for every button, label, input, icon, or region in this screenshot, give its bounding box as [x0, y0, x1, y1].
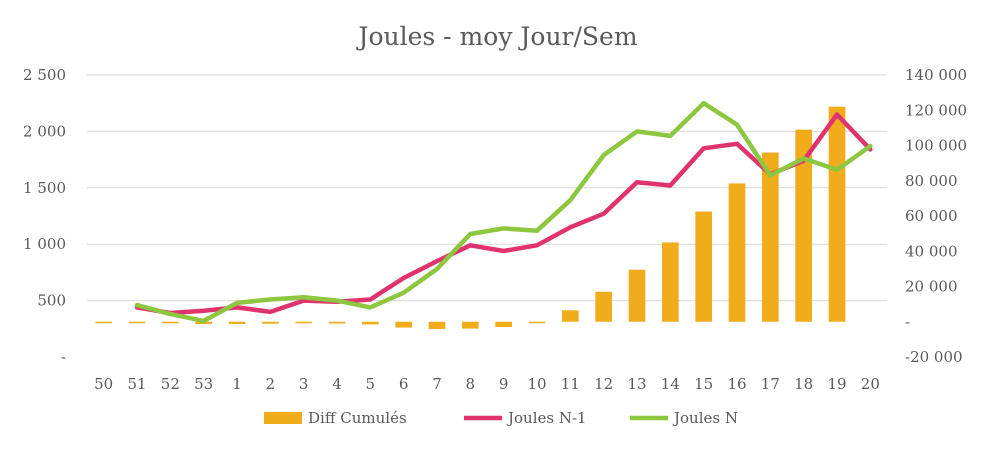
bar [395, 321, 412, 328]
bar [495, 321, 512, 328]
bar [128, 321, 146, 324]
bar [628, 269, 646, 322]
bar [828, 106, 846, 322]
left-tick-label: 2 000 [23, 122, 66, 140]
right-tick-label: - [905, 313, 910, 331]
x-tick-label: 9 [499, 375, 509, 393]
bar [695, 211, 712, 322]
x-tick-label: 12 [594, 375, 613, 393]
legend-marker [264, 412, 302, 424]
legend-label: Joules N-1 [506, 409, 587, 427]
left-tick-label: 1 500 [23, 179, 66, 197]
left-axis: - 500 1 000 1 500 2 000 2 500 [23, 66, 66, 366]
x-tick-label: 2 [266, 375, 276, 393]
bar [528, 321, 546, 324]
bar [262, 321, 279, 324]
x-tick-label: 11 [561, 375, 580, 393]
x-tick-label: 18 [794, 375, 813, 393]
right-tick-label: 40 000 [905, 242, 958, 260]
x-tick-label: 10 [527, 375, 546, 393]
bar [428, 321, 446, 329]
legend-label: Joules N [672, 409, 738, 427]
x-axis: 50 51 52 53 1 2 3 4 5 6 7 8 9 10 11 12 13 14 15 16 17 18 19 20 [94, 375, 880, 393]
x-tick-label: 51 [127, 375, 146, 393]
right-tick-label: 100 000 [905, 137, 967, 155]
x-tick-label: 7 [432, 375, 442, 393]
left-tick-label: 500 [37, 292, 66, 310]
x-tick-label: 6 [399, 375, 409, 393]
series-line-1 [134, 112, 873, 316]
x-tick-label: 1 [232, 375, 242, 393]
bar [728, 183, 746, 322]
bar [95, 321, 112, 324]
bar [562, 310, 579, 322]
x-tick-label: 19 [827, 375, 846, 393]
bar [462, 321, 479, 329]
right-tick-label: 80 000 [905, 172, 958, 190]
x-tick-label: 15 [694, 375, 713, 393]
legend: Diff Cumulés Joules N-1 Joules N [264, 409, 738, 427]
x-tick-label: 50 [94, 375, 113, 393]
bar [662, 242, 679, 322]
x-tick-label: 16 [727, 375, 746, 393]
bar [162, 321, 179, 324]
gridlines [87, 74, 887, 302]
left-tick-label: - [61, 348, 66, 366]
right-tick-label: -20 000 [905, 348, 963, 366]
bar [362, 321, 379, 325]
right-tick-label: 20 000 [905, 278, 958, 296]
series-line-2 [134, 100, 873, 324]
x-tick-label: 3 [299, 375, 309, 393]
bar [595, 291, 612, 322]
bar [762, 152, 779, 322]
x-tick-label: 4 [332, 375, 342, 393]
chart-title: Joules - moy Jour/Sem [355, 22, 637, 51]
legend-label: Diff Cumulés [308, 409, 407, 427]
right-tick-label: 60 000 [905, 207, 958, 225]
x-tick-label: 17 [761, 375, 780, 393]
x-tick-label: 52 [161, 375, 180, 393]
bar-series [95, 106, 846, 329]
right-tick-label: 120 000 [905, 101, 967, 119]
bar [795, 129, 812, 322]
x-tick-label: 20 [861, 375, 880, 393]
x-tick-label: 14 [661, 375, 680, 393]
x-tick-label: 8 [466, 375, 476, 393]
left-tick-label: 1 000 [23, 235, 66, 253]
line-series [134, 100, 873, 324]
x-tick-label: 5 [366, 375, 376, 393]
x-tick-label: 13 [627, 375, 646, 393]
bar [228, 321, 246, 325]
left-tick-label: 2 500 [23, 66, 66, 84]
right-tick-label: 140 000 [905, 66, 967, 84]
x-tick-label: 53 [194, 375, 213, 393]
bar [295, 321, 312, 324]
bar [328, 321, 346, 324]
